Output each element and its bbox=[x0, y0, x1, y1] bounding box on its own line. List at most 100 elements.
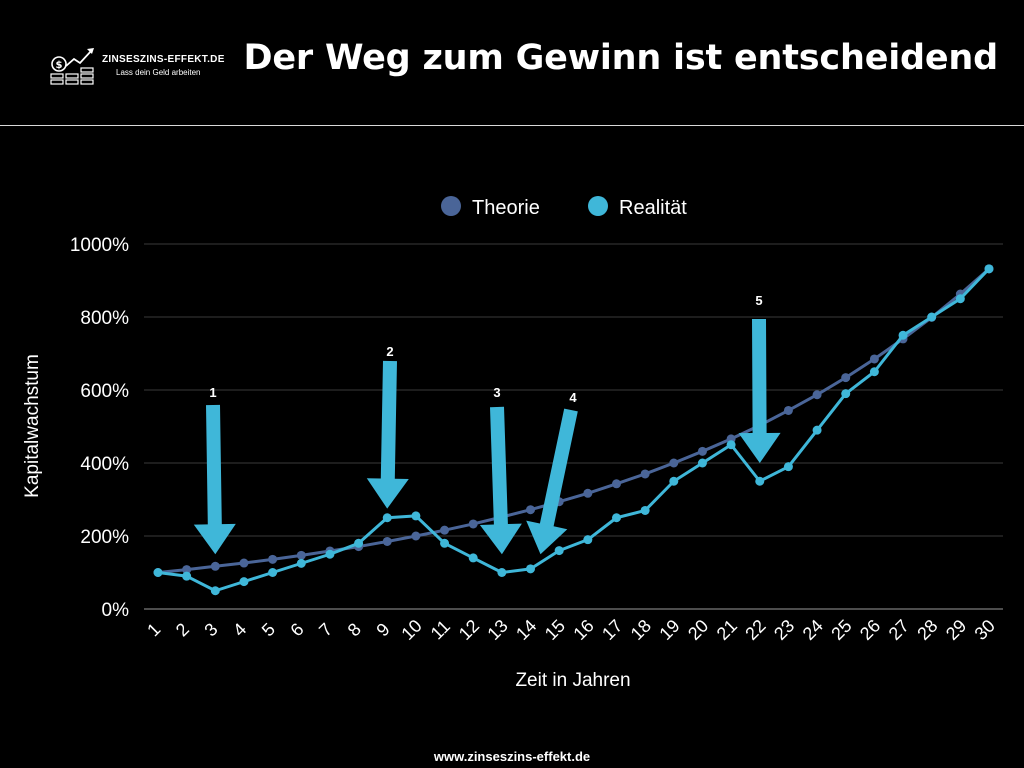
data-point bbox=[268, 554, 278, 564]
x-tick-label: 9 bbox=[372, 619, 393, 640]
data-point bbox=[210, 586, 220, 596]
data-point bbox=[468, 553, 478, 563]
data-point bbox=[239, 577, 249, 587]
data-point bbox=[382, 513, 392, 523]
x-tick-label: 28 bbox=[913, 616, 941, 644]
x-tick-label: 4 bbox=[229, 619, 250, 640]
x-tick-label: 13 bbox=[483, 616, 511, 644]
data-point bbox=[697, 446, 707, 456]
legend-marker bbox=[441, 196, 461, 216]
data-point bbox=[497, 568, 507, 577]
brand-tagline: Lass dein Geld arbeiten bbox=[116, 67, 201, 77]
data-point bbox=[669, 458, 679, 468]
header-divider bbox=[0, 125, 1024, 126]
data-point bbox=[812, 390, 822, 400]
data-point bbox=[296, 550, 306, 560]
annotation-label: 3 bbox=[493, 385, 500, 400]
x-tick-label: 12 bbox=[455, 616, 483, 644]
x-tick-label: 7 bbox=[315, 619, 336, 640]
y-axis-title: Kapitalwachstum bbox=[22, 354, 43, 498]
annotation-arrow bbox=[738, 319, 781, 463]
y-tick-label: 800% bbox=[80, 308, 129, 329]
data-point bbox=[869, 367, 879, 377]
data-point bbox=[210, 561, 220, 571]
annotation-arrow bbox=[193, 404, 236, 555]
data-point bbox=[669, 476, 679, 486]
data-point bbox=[440, 538, 450, 548]
x-axis-title: Zeit in Jahren bbox=[515, 670, 630, 691]
x-tick-label: 26 bbox=[856, 616, 884, 644]
legend-label: Theorie bbox=[472, 197, 540, 219]
data-point bbox=[697, 458, 707, 468]
x-tick-label: 24 bbox=[799, 616, 827, 644]
data-point bbox=[182, 565, 192, 575]
data-point bbox=[526, 505, 536, 515]
data-point bbox=[726, 440, 736, 450]
data-point bbox=[411, 511, 421, 521]
data-point bbox=[611, 513, 621, 523]
data-point bbox=[783, 405, 793, 415]
data-point bbox=[755, 476, 765, 486]
annotation-label: 4 bbox=[569, 390, 577, 405]
x-tick-label: 29 bbox=[942, 616, 970, 644]
x-tick-label: 25 bbox=[827, 616, 855, 644]
money-growth-icon: $ bbox=[50, 48, 94, 85]
x-tick-label: 15 bbox=[541, 616, 569, 644]
legend-marker bbox=[588, 196, 608, 216]
x-tick-label: 14 bbox=[512, 616, 540, 644]
data-point bbox=[325, 549, 335, 559]
data-point bbox=[411, 531, 421, 541]
x-tick-label: 27 bbox=[885, 616, 913, 644]
series-line bbox=[157, 267, 991, 593]
data-point bbox=[640, 469, 650, 479]
x-tick-label: 20 bbox=[684, 616, 712, 644]
x-tick-label: 21 bbox=[713, 616, 741, 644]
data-point bbox=[440, 525, 450, 535]
data-point bbox=[898, 330, 908, 340]
x-tick-label: 23 bbox=[770, 616, 798, 644]
data-point bbox=[812, 425, 822, 435]
x-tick-label: 17 bbox=[598, 616, 626, 644]
data-point bbox=[468, 519, 478, 529]
data-point bbox=[239, 558, 249, 568]
y-tick-label: 1000% bbox=[70, 235, 129, 256]
x-tick-label: 3 bbox=[200, 619, 221, 640]
brand-name: ZINSESZINS-EFFEKT.DE bbox=[102, 53, 225, 65]
data-point bbox=[640, 505, 650, 515]
annotation-arrow bbox=[526, 408, 578, 555]
data-point bbox=[153, 568, 163, 577]
data-point bbox=[554, 546, 564, 556]
data-point bbox=[841, 373, 851, 383]
x-tick-label: 30 bbox=[971, 616, 999, 644]
data-point bbox=[583, 488, 593, 498]
x-tick-label: 10 bbox=[398, 616, 426, 644]
brand-logo: $ ZINSESZINS-EFFEKT.DE Lass dein Geld ar… bbox=[48, 44, 225, 86]
data-point bbox=[955, 294, 965, 304]
y-tick-label: 200% bbox=[80, 527, 129, 548]
data-point bbox=[354, 538, 364, 548]
legend-label: Realität bbox=[619, 197, 687, 219]
y-tick-label: 600% bbox=[80, 381, 129, 402]
x-tick-label: 19 bbox=[655, 616, 683, 644]
annotation-arrow bbox=[479, 406, 522, 555]
x-tick-label: 11 bbox=[427, 616, 454, 643]
annotation-label: 5 bbox=[755, 293, 762, 308]
data-point bbox=[984, 264, 994, 274]
svg-text:$: $ bbox=[56, 60, 63, 71]
data-point bbox=[268, 568, 278, 577]
page-title: Der Weg zum Gewinn ist entscheidend bbox=[243, 38, 999, 78]
data-point bbox=[296, 558, 306, 568]
x-tick-label: 18 bbox=[627, 616, 655, 644]
annotation-label: 2 bbox=[386, 344, 393, 359]
data-point bbox=[526, 564, 536, 574]
y-tick-label: 0% bbox=[102, 600, 130, 621]
x-tick-label: 1 bbox=[143, 619, 164, 640]
footer-url[interactable]: www.zinseszins-effekt.de bbox=[433, 749, 591, 764]
data-point bbox=[611, 479, 621, 489]
data-point bbox=[583, 535, 593, 545]
y-tick-label: 400% bbox=[80, 454, 129, 475]
x-tick-label: 6 bbox=[286, 619, 307, 640]
annotation-label: 1 bbox=[209, 385, 216, 400]
x-tick-label: 5 bbox=[258, 619, 279, 640]
